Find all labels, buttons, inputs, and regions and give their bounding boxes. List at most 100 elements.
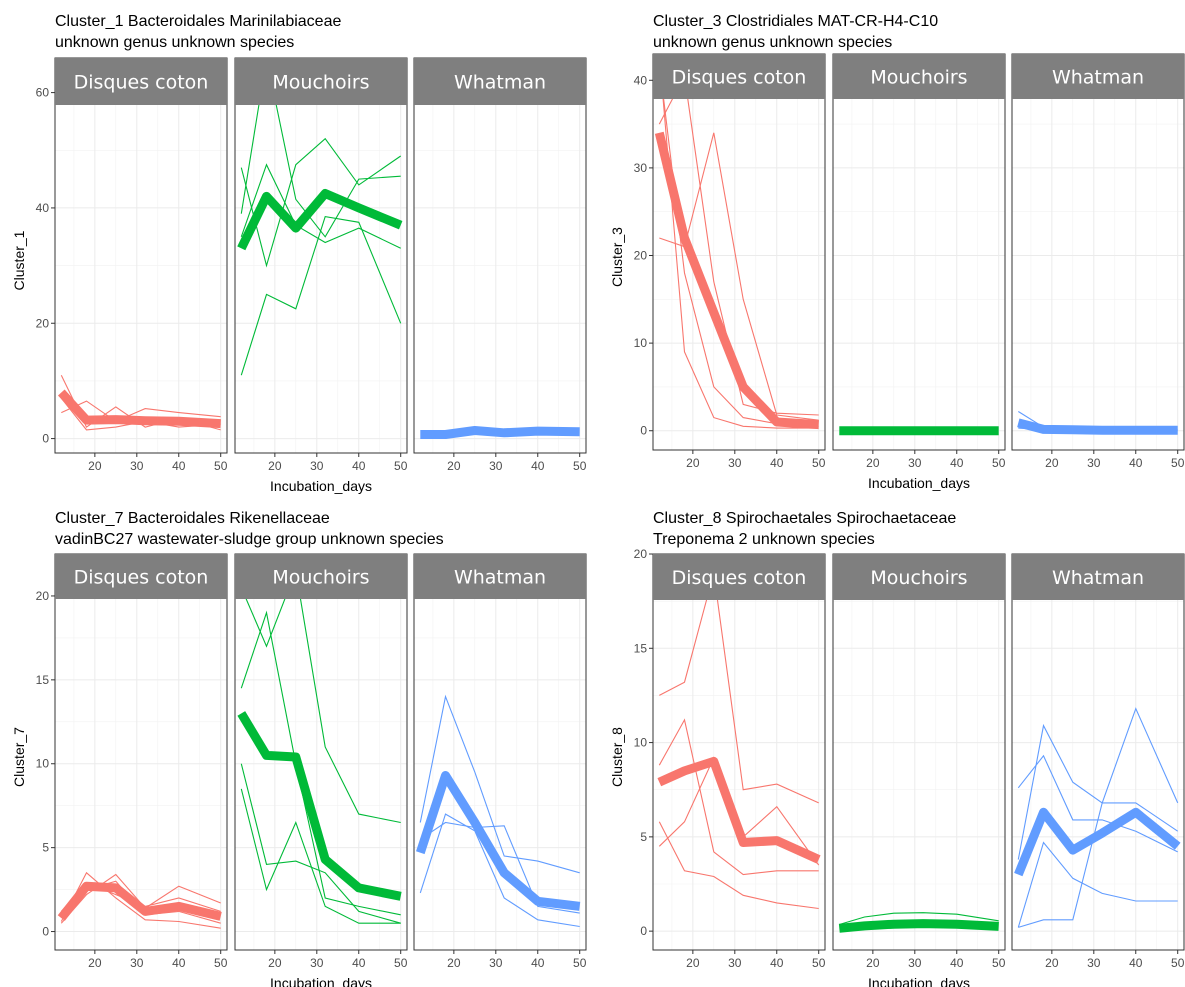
x-tick-label: 50 (214, 459, 228, 473)
facet-strip-label: Disques coton (74, 72, 209, 94)
replicate-line (1017, 723, 1179, 860)
facet-strip (653, 554, 825, 600)
facet-panel-1: Disques coton 20 30 40 50 (652, 553, 826, 970)
x-tick-label: 40 (172, 956, 186, 970)
x-tick-label: 50 (992, 456, 1006, 470)
y-tick-label: 5 (42, 841, 49, 855)
mean-line (654, 131, 819, 430)
facet-panel-1: Disques coton 20 30 40 50 (652, 53, 826, 470)
chart-title: Cluster_8 Spirochaetales Spirochaetaceae (653, 510, 956, 527)
facet-strip (235, 58, 407, 105)
facet-panel-3: Whatman 20 30 40 50 (1011, 553, 1185, 970)
y-tick-label: 20 (634, 249, 648, 263)
x-tick-label: 20 (88, 459, 102, 473)
facet-strip (833, 54, 1005, 99)
panel-border (652, 553, 826, 951)
mean-line (838, 919, 999, 933)
replicate-line (659, 132, 819, 421)
facet-strip-label: Mouchoirs (272, 567, 369, 589)
panel-border (413, 553, 587, 951)
x-tick-label: 30 (908, 956, 922, 970)
x-tick-label: 30 (130, 459, 144, 473)
panel-border (54, 57, 228, 454)
y-axis-label: Cluster_8 (609, 727, 625, 787)
chart-title: Cluster_3 Clostridiales MAT-CR-H4-C10 (653, 13, 938, 30)
x-tick-label: 40 (531, 459, 545, 473)
x-axis-label: Incubation_days (270, 975, 372, 987)
y-tick-label: 40 (634, 73, 648, 87)
x-tick-label: 20 (1045, 456, 1059, 470)
x-tick-label: 30 (489, 956, 503, 970)
y-tick-label: 20 (634, 547, 648, 561)
replicate-line (240, 163, 401, 249)
y-tick-label: 0 (42, 432, 49, 446)
y-tick-label: 0 (640, 924, 647, 938)
x-tick-label: 50 (394, 956, 408, 970)
facet-panel-1: Disques coton 20 30 40 50 (54, 57, 228, 473)
facet-strip-label: Disques coton (672, 567, 807, 589)
x-tick-label: 40 (352, 956, 366, 970)
replicate-line (240, 610, 401, 916)
y-tick-label: 15 (36, 673, 50, 687)
x-tick-label: 30 (728, 456, 742, 470)
x-tick-label: 30 (310, 956, 324, 970)
x-tick-label: 20 (1045, 956, 1059, 970)
chart-subtitle: vadinBC27 wastewater-sludge group unknow… (55, 531, 444, 548)
x-tick-label: 50 (214, 956, 228, 970)
facet-strip-label: Mouchoirs (870, 67, 967, 89)
facet-strip (414, 554, 586, 599)
x-tick-label: 20 (866, 456, 880, 470)
facet-strip (414, 58, 586, 105)
x-tick-label: 30 (1087, 956, 1101, 970)
x-tick-label: 40 (950, 956, 964, 970)
mean-line (57, 389, 221, 429)
x-tick-label: 30 (728, 956, 742, 970)
x-tick-label: 30 (310, 459, 324, 473)
x-tick-label: 20 (866, 956, 880, 970)
x-axis-label: Incubation_days (868, 475, 970, 491)
replicate-line (240, 215, 402, 376)
chart-subtitle: Treponema 2 unknown species (653, 531, 875, 548)
replicate-line (658, 718, 819, 876)
facet-panel-3: Whatman 20 30 40 50 (413, 553, 587, 970)
panel-border (832, 53, 1006, 451)
facet-strip (1012, 54, 1184, 99)
x-tick-label: 30 (489, 459, 503, 473)
replicate-line (240, 568, 401, 824)
replicate-line (658, 821, 819, 910)
x-tick-label: 40 (352, 459, 366, 473)
chart-title: Cluster_1 Bacteroidales Marinilabiaceae (55, 13, 341, 30)
mean-line (420, 426, 580, 439)
x-tick-label: 50 (1171, 456, 1185, 470)
replicate-line (60, 873, 221, 924)
y-tick-label: 10 (634, 336, 648, 350)
x-tick-label: 50 (812, 956, 826, 970)
y-tick-label: 15 (634, 641, 648, 655)
chart-3: Cluster_7 Bacteroidales Rikenellaceae va… (11, 510, 587, 987)
x-tick-label: 20 (686, 956, 700, 970)
y-axis-label: Cluster_1 (11, 230, 27, 290)
chart-2: Cluster_3 Clostridiales MAT-CR-H4-C10 un… (609, 13, 1185, 491)
x-tick-label: 40 (770, 456, 784, 470)
replicate-line (60, 871, 221, 929)
chart-title: Cluster_7 Bacteroidales Rikenellaceae (55, 510, 330, 527)
y-tick-label: 30 (634, 161, 648, 175)
chart-subtitle: unknown genus unknown species (55, 34, 294, 51)
x-axis-label: Incubation_days (868, 975, 970, 987)
facet-panel-3: Whatman 20 30 40 50 (413, 57, 587, 473)
y-axis-label: Cluster_3 (609, 227, 625, 287)
mean-line (1014, 807, 1181, 877)
chart-subtitle: unknown genus unknown species (653, 34, 892, 51)
panel-border (413, 57, 587, 454)
facet-panel-2: Mouchoirs 20 30 40 50 (234, 57, 408, 473)
mean-line (237, 189, 403, 251)
y-tick-label: 5 (640, 830, 647, 844)
x-tick-label: 40 (531, 956, 545, 970)
x-tick-label: 20 (447, 459, 461, 473)
facet-panel-2: Mouchoirs 20 30 40 50 (832, 53, 1006, 470)
mean-line (1017, 418, 1178, 435)
y-tick-label: 0 (640, 424, 647, 438)
facet-panel-1: Disques coton 20 30 40 50 (54, 553, 228, 970)
replicate-line (419, 813, 580, 928)
